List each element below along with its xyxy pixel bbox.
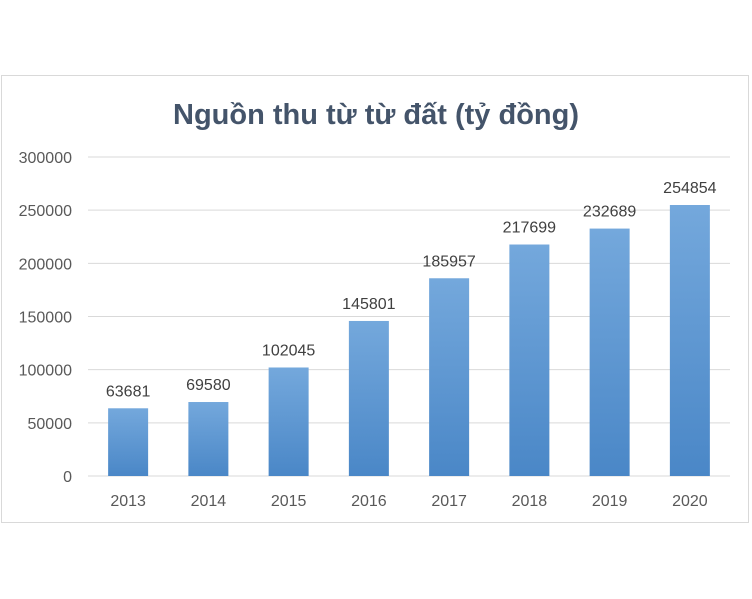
y-tick-label: 50000 — [28, 416, 73, 433]
y-tick-label: 150000 — [19, 310, 72, 327]
x-tick-label: 2014 — [191, 493, 227, 510]
data-label: 254854 — [663, 180, 716, 197]
y-tick-label: 100000 — [19, 363, 72, 380]
data-label: 69580 — [186, 377, 231, 394]
bar — [188, 402, 229, 476]
data-labels: 63681 69580 102045 145801 185957 217699 232689… — [106, 180, 717, 400]
bar — [108, 408, 149, 476]
x-tick-label: 2013 — [110, 493, 146, 510]
x-tick-label: 2019 — [592, 493, 628, 510]
data-label: 145801 — [342, 296, 395, 313]
x-tick-label: 2017 — [431, 493, 467, 510]
bar — [589, 228, 630, 476]
y-tick-label: 250000 — [19, 203, 72, 220]
x-tick-label: 2015 — [271, 493, 307, 510]
bar — [268, 367, 309, 476]
y-tick-label: 200000 — [19, 256, 72, 273]
bar — [509, 244, 550, 476]
y-tick-label: 300000 — [19, 150, 72, 167]
bar — [348, 320, 389, 476]
x-tick-label: 2018 — [512, 493, 548, 510]
bars — [108, 205, 710, 476]
data-label: 217699 — [503, 220, 556, 237]
data-label: 102045 — [262, 342, 315, 359]
bar — [429, 278, 470, 476]
x-axis-ticks: 2013 2014 2015 2016 2017 2018 2019 2020 — [110, 493, 707, 510]
y-axis-ticks: 0 50000 100000 150000 200000 250000 300000 — [19, 150, 72, 486]
y-tick-label: 0 — [63, 469, 72, 486]
data-label: 63681 — [106, 383, 151, 400]
data-label: 232689 — [583, 204, 636, 221]
data-label: 185957 — [422, 253, 475, 270]
x-tick-label: 2020 — [672, 493, 708, 510]
x-tick-label: 2016 — [351, 493, 387, 510]
chart-title: Nguồn thu từ từ đất (tỷ đồng) — [173, 99, 579, 131]
bar — [669, 205, 710, 476]
